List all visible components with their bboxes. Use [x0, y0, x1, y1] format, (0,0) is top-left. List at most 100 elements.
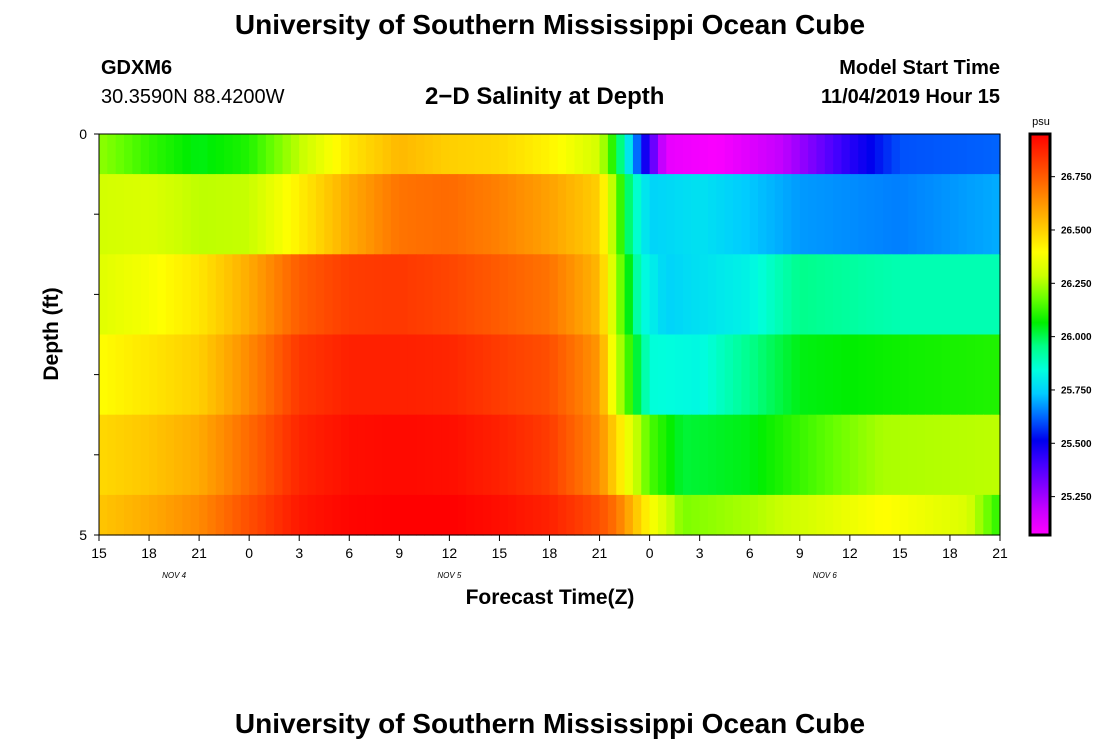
heatmap-cell: [574, 174, 584, 255]
heatmap-cell: [899, 254, 909, 336]
heatmap-cell: [249, 494, 259, 536]
heatmap-cell: [174, 174, 184, 255]
heatmap-cell: [557, 134, 567, 175]
colorbar-unit: psu: [1032, 116, 1050, 128]
heatmap-cell: [165, 334, 175, 416]
heatmap-cell: [524, 334, 534, 416]
heatmap-cell: [374, 334, 384, 416]
heatmap-cell: [724, 134, 734, 175]
heatmap-cell: [157, 254, 167, 336]
heatmap-cell: [708, 254, 717, 336]
heatmap-cell: [382, 254, 392, 336]
heatmap-cell: [549, 494, 559, 536]
heatmap-cell: [382, 494, 392, 536]
heatmap-cell: [307, 254, 317, 336]
heatmap-cell: [699, 494, 709, 536]
heatmap-cell: [574, 334, 584, 416]
heatmap-cell: [899, 334, 909, 416]
heatmap-cell: [240, 174, 250, 255]
heatmap-cell: [549, 134, 559, 175]
heatmap-cell: [641, 494, 651, 536]
heatmap-cell: [716, 334, 726, 416]
heatmap-cell: [983, 254, 993, 336]
heatmap-cell: [557, 414, 567, 496]
heatmap-cell: [165, 494, 175, 536]
heatmap-cell: [708, 334, 717, 416]
heatmap-cell: [232, 174, 242, 255]
heatmap-cell: [841, 494, 851, 536]
colorbar-tick-label: 26.250: [1061, 279, 1092, 290]
heatmap-cell: [657, 494, 667, 536]
heatmap-cell: [557, 494, 567, 536]
heatmap-cell: [182, 334, 192, 416]
heatmap-cell: [708, 174, 717, 255]
heatmap-cell: [791, 254, 801, 336]
heatmap-cell: [649, 494, 659, 536]
heatmap-cell: [632, 414, 642, 496]
heatmap-cell: [866, 414, 876, 496]
heatmap-cell: [724, 254, 734, 336]
heatmap-cell: [215, 414, 225, 496]
heatmap-cell: [774, 334, 784, 416]
heatmap-cell: [799, 414, 809, 496]
heatmap-cell: [916, 494, 926, 536]
heatmap-cell: [974, 134, 984, 175]
heatmap-cell: [441, 414, 450, 496]
heatmap-cell: [858, 134, 868, 175]
heatmap-cell: [390, 174, 400, 255]
heatmap-cell: [541, 494, 551, 536]
heatmap-cell: [874, 254, 884, 336]
heatmap-cell: [699, 334, 709, 416]
heatmap-cell: [991, 334, 1001, 416]
heatmap-cell: [332, 494, 342, 536]
heatmap-cell: [808, 254, 818, 336]
heatmap-cell: [924, 254, 934, 336]
heatmap-cell: [766, 254, 776, 336]
heatmap-cell: [624, 334, 634, 416]
x-tick-label: 18: [942, 545, 958, 561]
heatmap-cell: [966, 254, 976, 336]
heatmap-cell: [99, 414, 108, 496]
heatmap-cell: [549, 414, 559, 496]
heatmap-cell: [824, 334, 834, 416]
heatmap-cell: [841, 334, 851, 416]
heatmap-cell: [282, 254, 292, 336]
heatmap-cell: [582, 254, 592, 336]
heatmap-cell: [682, 334, 692, 416]
heatmap-cell: [224, 134, 234, 175]
heatmap-cell: [457, 134, 467, 175]
heatmap-cell: [399, 494, 409, 536]
heatmap-cell: [532, 174, 542, 255]
heatmap-cell: [799, 334, 809, 416]
heatmap-cell: [516, 494, 526, 536]
heatmap-cell: [691, 134, 701, 175]
heatmap-cell: [491, 334, 501, 416]
heatmap-cell: [916, 134, 926, 175]
heatmap-cell: [466, 254, 476, 336]
heatmap-cell: [107, 334, 117, 416]
heatmap-cell: [457, 174, 467, 255]
heatmap-cell: [324, 414, 334, 496]
heatmap-cell: [332, 134, 342, 175]
heatmap-cell: [224, 334, 234, 416]
heatmap-cell: [507, 494, 517, 536]
heatmap-cell: [299, 494, 309, 536]
x-tick-label: 0: [646, 545, 654, 561]
x-tick-label: 6: [345, 545, 353, 561]
heatmap-cell: [866, 134, 876, 175]
heatmap-cell: [916, 334, 926, 416]
heatmap-cell: [466, 334, 476, 416]
heatmap-cell: [557, 254, 567, 336]
heatmap-cell: [991, 134, 1001, 175]
heatmap-cell: [891, 254, 901, 336]
colorbar-tick-label: 25.750: [1061, 385, 1092, 396]
heatmap-cell: [182, 414, 192, 496]
heatmap-cell: [340, 494, 350, 536]
x-tick-label: 18: [141, 545, 157, 561]
heatmap-cell: [424, 414, 434, 496]
heatmap-cell: [991, 174, 1001, 255]
heatmap-cell: [399, 414, 409, 496]
heatmap-cell: [124, 134, 133, 175]
heatmap-cell: [215, 174, 225, 255]
heatmap-cell: [582, 134, 592, 175]
